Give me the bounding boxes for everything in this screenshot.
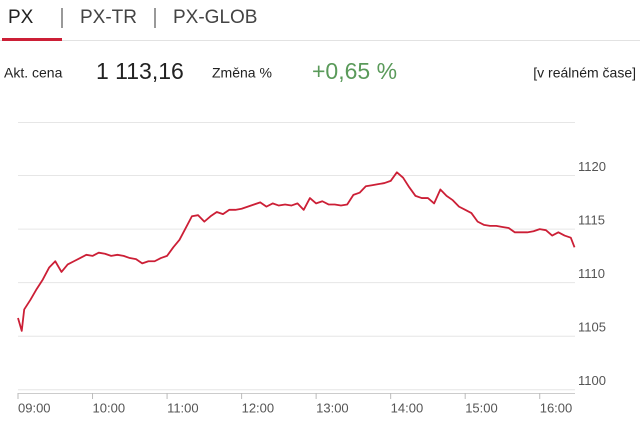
x-tick-label: 15:00 <box>465 400 498 415</box>
y-tick-label: 1100 <box>578 373 606 388</box>
price-line <box>17 171 576 332</box>
x-tick-label: 12:00 <box>242 400 275 415</box>
price: 1 113,16 <box>96 58 184 84</box>
x-tick-label: 16:00 <box>540 400 573 415</box>
x-tick-label: 14:00 <box>391 400 424 415</box>
tab[interactable]: PX-GLOB <box>173 7 257 28</box>
active-tab-underline <box>2 38 62 41</box>
y-tick-label: 1105 <box>578 320 606 335</box>
mode: [v reálném čase] <box>533 65 636 81</box>
tab[interactable]: PX-TR <box>80 7 137 28</box>
y-tick-label: 1115 <box>578 213 605 228</box>
x-tick-label: 10:00 <box>93 400 126 415</box>
price-label: Akt. cena <box>4 65 63 81</box>
x-tick-label: 11:00 <box>167 400 199 415</box>
x-tick-label: 09:00 <box>18 400 51 415</box>
change-label: Změna % <box>212 65 272 81</box>
change: +0,65 % <box>312 58 397 84</box>
y-tick-label: 1120 <box>578 159 606 174</box>
y-tick-label: 1110 <box>578 266 605 281</box>
tab[interactable]: PX <box>8 7 34 28</box>
x-tick-label: 13:00 <box>316 400 349 415</box>
